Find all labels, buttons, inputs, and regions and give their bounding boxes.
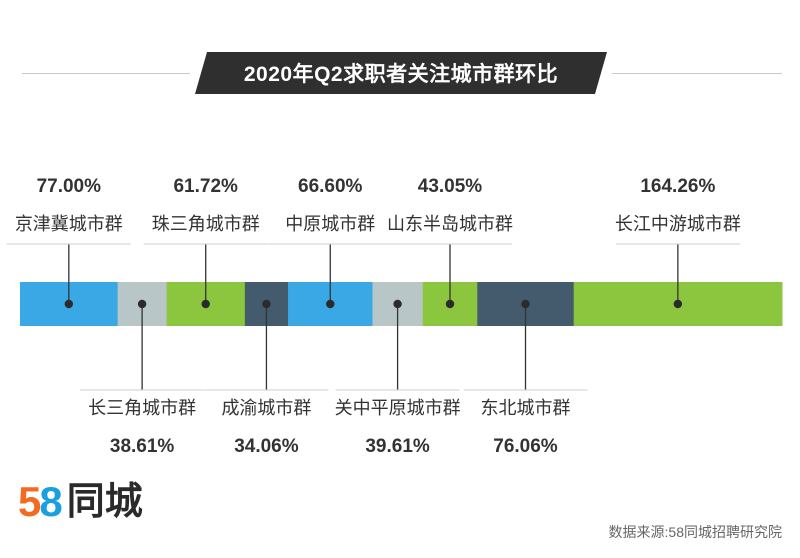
category-label-7: 东北城市群 [481,398,571,418]
value-label-5: 39.61% [365,436,430,457]
category-label-8: 长江中游城市群 [615,214,741,234]
chart-title: 2020年Q2求职者关注城市群环比 [195,52,607,94]
marker-dot-2 [201,299,210,309]
category-label-5: 关中平原城市群 [335,398,461,418]
category-label-1: 长三角城市群 [88,398,196,418]
title-rule-left [22,73,190,74]
marker-dot-0 [64,299,74,309]
marker-dot-1 [137,299,147,309]
logo-digit-eight: 8 [39,478,63,525]
marker-dot-8 [673,299,683,309]
value-label-2: 61.72% [173,176,238,197]
marker-dot-3 [262,299,271,309]
category-label-6: 山东半岛城市群 [387,214,513,234]
marker-dot-7 [521,299,530,309]
title-rule-right [612,73,782,74]
brand-logo: 5 8 同城 [18,478,143,526]
data-source-note: 数据来源:58同城招聘研究院 [608,524,782,540]
logo-text: 同城 [66,481,143,523]
category-label-2: 珠三角城市群 [152,214,260,234]
value-label-8: 164.26% [640,176,715,197]
logo-digit-five: 5 [18,478,42,525]
chart-canvas: 京津冀城市群 77.00% 长三角城市群 38.61% 珠三角城市群 61.72% 成渝城市… [6,176,783,457]
value-label-7: 76.06% [493,436,558,457]
value-label-1: 38.61% [110,436,175,457]
marker-dot-4 [326,299,335,309]
value-label-0: 77.00% [37,176,102,197]
value-label-4: 66.60% [298,176,363,197]
category-label-3: 成渝城市群 [221,398,311,418]
value-label-6: 43.05% [418,176,483,197]
category-label-4: 中原城市群 [285,214,375,234]
value-label-3: 34.06% [234,436,299,457]
marker-dot-5 [393,299,402,309]
category-label-0: 京津冀城市群 [15,214,123,234]
marker-dot-6 [445,299,455,309]
